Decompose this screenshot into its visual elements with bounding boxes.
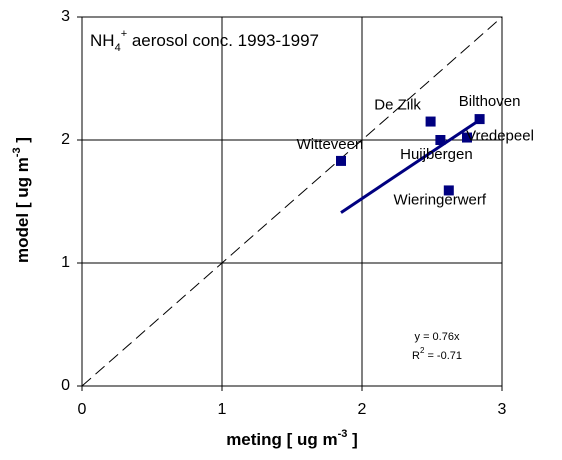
point	[425, 116, 436, 127]
y-title-part: ]	[13, 137, 32, 147]
title-part: NH	[90, 31, 115, 50]
r2-superscript: 2	[420, 346, 425, 355]
point-label: Vredepeel	[466, 128, 534, 145]
point-label: De Zilk	[374, 97, 421, 114]
title-part: aerosol conc. 1993-1997	[127, 31, 319, 50]
plot-layer: 0 1 2 3 0 1 2 3 Witteveen De Zilk Bilthoven Huijber…	[61, 8, 534, 418]
r2-part: = -0.71	[424, 350, 462, 362]
x-tick-label: 2	[358, 401, 367, 418]
title-subscript: 4	[115, 42, 121, 54]
equation: y = 0.76x	[415, 331, 460, 343]
point	[462, 132, 472, 143]
point	[474, 114, 485, 125]
trendline	[340, 117, 482, 214]
point	[435, 135, 446, 145]
title-superscript: +	[121, 28, 127, 40]
point	[443, 185, 454, 196]
x-title-part: ]	[347, 430, 357, 449]
point-label: Witteveen	[297, 136, 364, 153]
point-label: Bilthoven	[459, 93, 521, 110]
y-title-part: model [ ug m	[13, 157, 32, 263]
plot-frame	[81, 16, 503, 387]
x-tick-label: 1	[218, 401, 227, 418]
y-tick-label: 2	[61, 131, 70, 148]
reference-line	[81, 16, 503, 387]
y-tick-label: 3	[61, 8, 70, 25]
y-tick-label: 0	[61, 377, 70, 394]
r2-part: R	[412, 350, 420, 362]
x-title-superscript: -3	[338, 428, 348, 440]
x-axis-title: meting [ ug m-3 ]	[226, 428, 358, 450]
r-squared: R2 = -0.71	[412, 346, 462, 362]
x-tick-label: 0	[78, 401, 87, 418]
y-tick-label: 1	[61, 254, 70, 271]
y-title-superscript: -3	[11, 147, 23, 157]
y-axis-title: model [ ug m-3 ]	[11, 137, 33, 263]
x-title-part: meting [ ug m	[226, 430, 337, 449]
x-tick-label: 3	[498, 401, 507, 418]
point-label: Wieringerwerf	[394, 191, 487, 208]
point-label: Huijbergen	[400, 146, 473, 163]
chart-title: NH4+ aerosol conc. 1993-1997	[90, 28, 319, 54]
point	[336, 155, 346, 166]
